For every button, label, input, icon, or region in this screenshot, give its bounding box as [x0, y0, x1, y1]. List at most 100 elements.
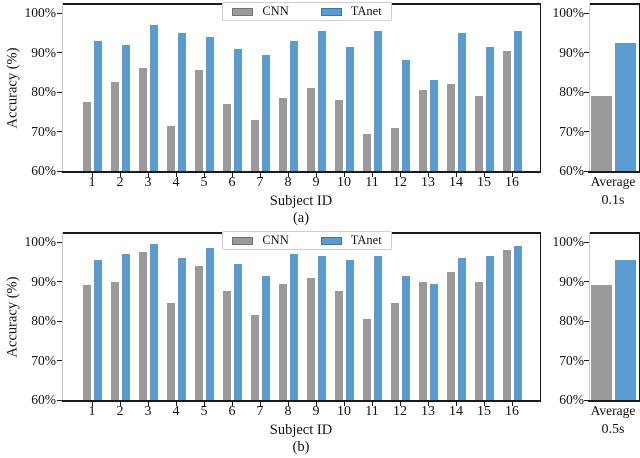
x-tick-mark	[232, 402, 234, 406]
bar-cnn-subject-2	[110, 281, 119, 400]
avg-y-tick-label: 90%	[559, 273, 584, 289]
x-axis-label: Subject ID	[269, 193, 333, 209]
average-panel	[589, 232, 638, 400]
bar-tanet-subject-16	[513, 245, 522, 400]
bar-cnn-subject-15	[474, 96, 483, 171]
y-tick-label: 100%	[24, 234, 57, 249]
bar-cnn-subject-7	[250, 119, 259, 171]
bar-tanet-subject-2	[121, 44, 130, 171]
x-tick-mark	[288, 173, 290, 177]
x-tick-mark	[428, 402, 430, 406]
avg-y-tick-mark	[584, 170, 589, 172]
bar-tanet-subject-1	[93, 40, 102, 171]
right-spine	[539, 3, 541, 173]
avg-y-tick-mark	[584, 131, 589, 133]
x-tick-label: 2	[116, 175, 124, 190]
bar-tanet-subject-7	[261, 54, 270, 171]
bar-cnn-subject-4	[166, 125, 175, 171]
avg-y-tick-label: 70%	[559, 352, 584, 368]
y-tick-label: 60%	[31, 163, 56, 178]
legend-swatch-cnn	[232, 7, 254, 16]
average-label: Average	[590, 403, 636, 418]
x-tick-label: 6	[228, 404, 236, 419]
x-tick-mark	[92, 173, 94, 177]
avg-bottom-spine	[588, 400, 640, 402]
bar-cnn-subject-5	[194, 265, 203, 400]
x-tick-mark	[344, 173, 346, 177]
x-tick-mark	[400, 173, 402, 177]
x-tick-label: 10	[337, 404, 351, 419]
bar-cnn-subject-8	[278, 97, 287, 171]
legend: CNN TAnet	[222, 231, 392, 250]
x-tick-label: 2	[116, 404, 124, 419]
legend-label-cnn: CNN	[262, 233, 289, 247]
avg-y-tick-mark	[584, 12, 589, 14]
bar-tanet-subject-12	[401, 60, 410, 171]
bar-tanet-subject-9	[317, 30, 326, 171]
x-tick-label: 14	[449, 404, 463, 419]
x-tick-mark	[512, 173, 514, 177]
bar-tanet-subject-5	[205, 36, 214, 171]
avg-left-spine	[589, 3, 590, 171]
bar-cnn-subject-7	[250, 315, 259, 400]
bar-cnn-subject-5	[194, 70, 203, 171]
bar-cnn-subject-12	[390, 127, 399, 171]
bar-cnn-subject-6	[222, 103, 231, 171]
x-tick-label: 1	[88, 175, 96, 190]
avg-y-tick-label: 100%	[552, 5, 585, 20]
bar-tanet-subject-10	[345, 46, 354, 171]
x-tick-mark	[260, 173, 262, 177]
avg-bar-tanet	[615, 42, 636, 171]
bottom-spine	[62, 171, 541, 173]
x-tick-mark	[176, 402, 178, 406]
x-tick-label: 14	[449, 175, 463, 190]
avg-right-spine	[638, 232, 640, 402]
bar-tanet-subject-15	[485, 255, 494, 400]
plot-area	[62, 3, 540, 171]
y-tick-mark	[57, 52, 62, 54]
bottom-spine	[62, 400, 541, 402]
bar-tanet-subject-13	[429, 283, 438, 400]
avg-y-tick-label: 70%	[559, 123, 584, 139]
y-tick-label: 90%	[31, 44, 56, 60]
bar-cnn-subject-1	[82, 285, 91, 400]
y-tick-label: 90%	[31, 273, 56, 289]
y-tick-mark	[57, 170, 62, 172]
bar-cnn-subject-6	[222, 291, 231, 400]
x-tick-mark	[400, 402, 402, 406]
panel-caption: (b)	[292, 439, 310, 455]
plot-area	[62, 232, 540, 400]
avg-bar-cnn	[591, 285, 612, 400]
x-tick-label: 9	[312, 175, 320, 190]
x-tick-mark	[148, 173, 150, 177]
y-tick-mark	[57, 131, 62, 133]
bar-cnn-subject-10	[334, 99, 343, 171]
legend-label-cnn: CNN	[262, 4, 289, 18]
y-tick-label: 60%	[31, 392, 56, 407]
bar-cnn-subject-8	[278, 283, 287, 400]
x-tick-label: 4	[172, 404, 180, 419]
bar-cnn-subject-15	[474, 281, 483, 400]
bar-cnn-subject-9	[306, 277, 315, 400]
bar-tanet-subject-3	[149, 24, 158, 171]
y-tick-mark	[57, 91, 62, 93]
x-tick-mark	[344, 402, 346, 406]
x-tick-label: 8	[284, 404, 292, 419]
bar-tanet-subject-11	[373, 30, 382, 171]
x-tick-label: 1	[88, 404, 96, 419]
y-tick-mark	[57, 360, 62, 362]
avg-y-tick-mark	[584, 281, 589, 283]
average-sublabel: 0.1s	[601, 193, 625, 208]
bar-tanet-subject-13	[429, 80, 438, 171]
x-tick-label: 5	[200, 175, 208, 190]
bar-tanet-subject-16	[513, 30, 522, 171]
panel-caption: (a)	[292, 210, 310, 226]
x-tick-mark	[92, 402, 94, 406]
x-tick-mark	[176, 173, 178, 177]
x-tick-label: 10	[337, 175, 351, 190]
x-tick-label: 5	[200, 404, 208, 419]
bar-tanet-subject-11	[373, 255, 382, 400]
avg-y-tick-label: 90%	[559, 44, 584, 60]
bar-cnn-subject-13	[418, 90, 427, 171]
